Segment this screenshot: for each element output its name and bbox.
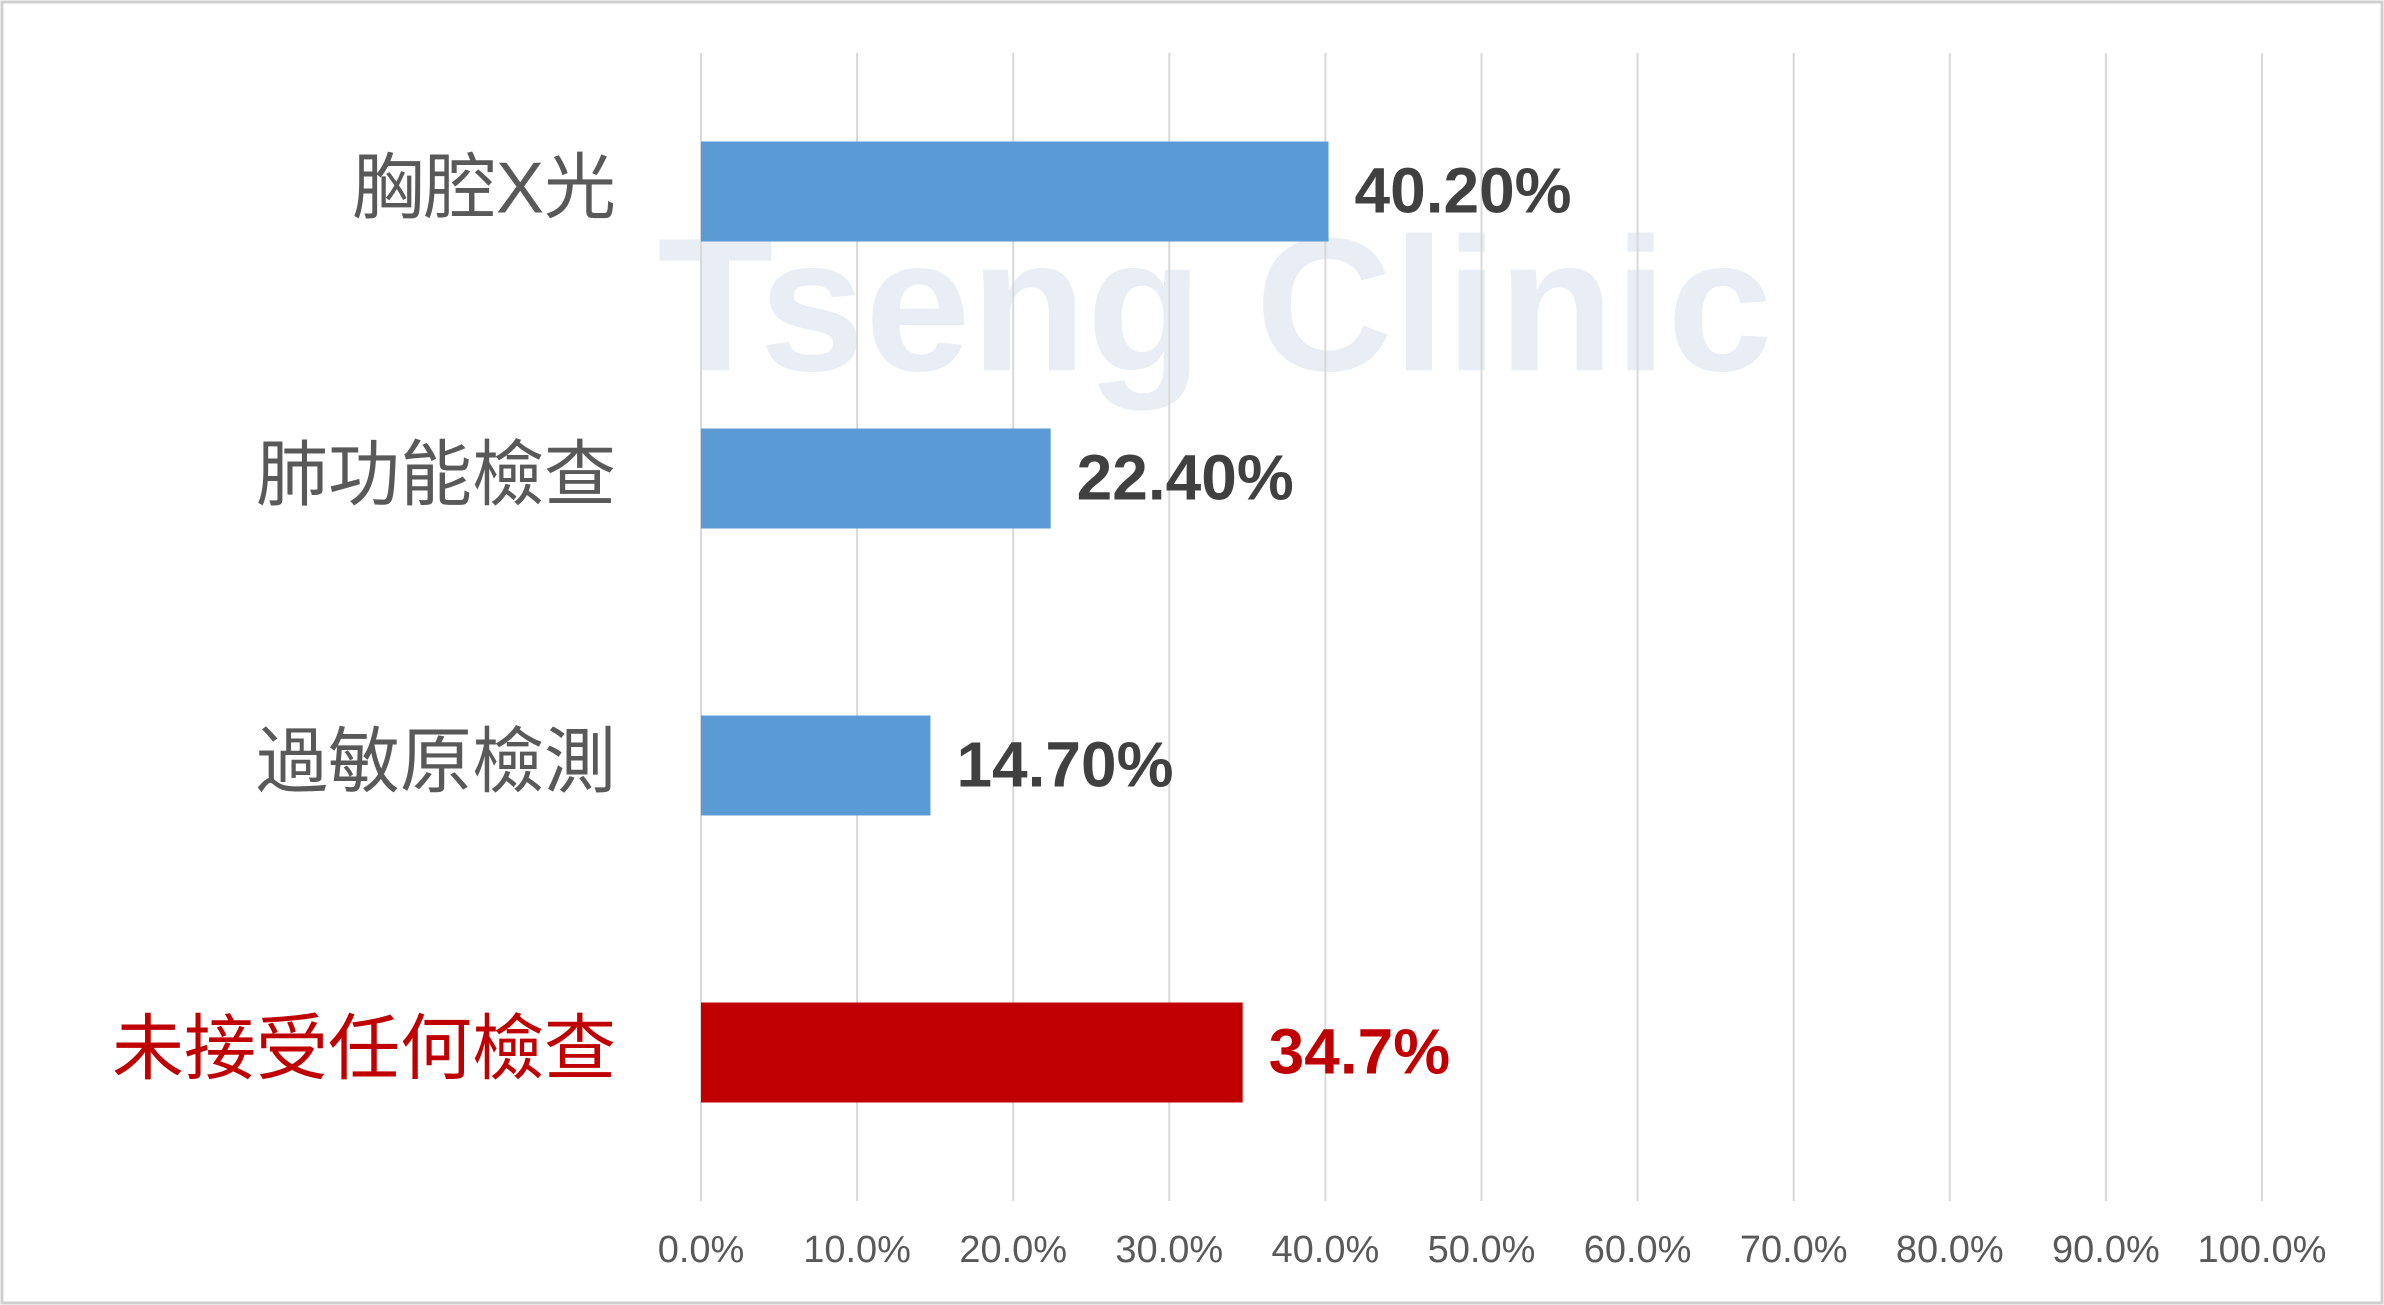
bar	[701, 428, 1051, 529]
x-tick-label: 70.0%	[1740, 1229, 1848, 1271]
value-label: 40.20%	[1355, 154, 1572, 226]
category-label: 肺功能檢查	[256, 436, 616, 516]
value-label: 34.7%	[1269, 1015, 1450, 1087]
value-label: 14.70%	[956, 728, 1173, 800]
x-tick-label: 60.0%	[1584, 1229, 1692, 1271]
x-tick-label: 80.0%	[1896, 1229, 2004, 1271]
x-tick-label: 0.0%	[658, 1229, 745, 1271]
category-label: 未接受任何檢查	[112, 1010, 616, 1090]
category-label: 過敏原檢測	[256, 723, 616, 803]
x-tick-label: 40.0%	[1272, 1229, 1380, 1271]
x-tick-label: 50.0%	[1428, 1229, 1536, 1271]
value-label: 22.40%	[1077, 441, 1294, 513]
x-tick-label: 20.0%	[959, 1229, 1067, 1271]
bar	[701, 715, 931, 816]
bar	[701, 141, 1329, 242]
x-tick-label: 90.0%	[2052, 1229, 2160, 1271]
bar	[701, 1002, 1243, 1103]
x-tick-label: 100.0%	[2198, 1229, 2327, 1271]
x-tick-label: 30.0%	[1115, 1229, 1223, 1271]
x-tick-label: 10.0%	[803, 1229, 911, 1271]
category-label: 胸腔X光	[352, 149, 616, 229]
